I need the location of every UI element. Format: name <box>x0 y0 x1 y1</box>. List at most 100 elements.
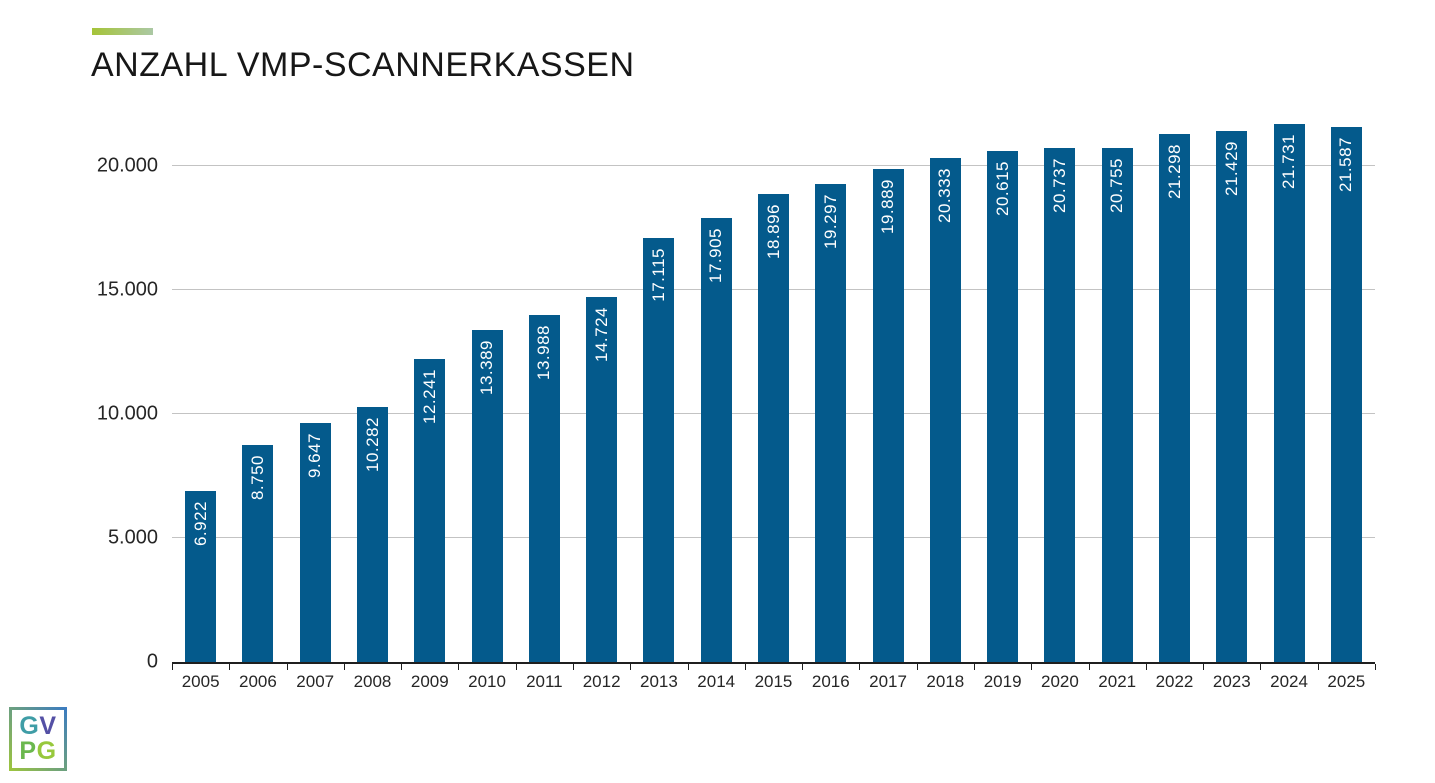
bar-value-label: 20.737 <box>1049 158 1069 214</box>
bar-2009: 12.241 <box>414 358 446 662</box>
bar-value-label: 9.647 <box>305 432 325 479</box>
x-axis-category-label: 2006 <box>239 672 277 691</box>
bar-value-label: 13.988 <box>534 325 554 381</box>
x-axis-tick <box>401 664 403 670</box>
bar-value-label: 19.297 <box>820 193 840 249</box>
bar-2014: 17.905 <box>700 218 732 662</box>
x-axis-category-label: 2005 <box>181 672 220 691</box>
x-axis-category-label: 2012 <box>582 672 621 691</box>
x-axis-category-label: 2020 <box>1041 672 1079 691</box>
x-axis-category-label: 2014 <box>697 672 736 691</box>
bar-value-label: 20.615 <box>992 161 1012 217</box>
x-axis-tick <box>1375 664 1376 670</box>
x-axis-tick <box>458 664 460 670</box>
bar-2011: 13.988 <box>528 315 560 662</box>
x-axis-tick <box>916 664 918 670</box>
x-axis-tick <box>744 664 746 670</box>
x-axis-category-label: 2023 <box>1212 672 1251 691</box>
gridline <box>172 165 1375 167</box>
bar-2012: 14.724 <box>586 297 618 662</box>
x-axis-category-label: 2009 <box>410 672 449 691</box>
x-axis-tick <box>172 664 173 670</box>
x-axis-labels: 2005 2006 2007 2008 2009 2010 2011 2012 2013 2014… <box>172 672 1375 696</box>
bar-value-label: 12.241 <box>419 368 439 424</box>
bar-value-label: 20.755 <box>1107 157 1127 213</box>
x-axis-tick <box>229 664 231 670</box>
x-axis-category-label: 2010 <box>468 672 506 691</box>
x-axis-tick <box>1088 664 1090 670</box>
x-axis-category-label: 2007 <box>296 672 335 691</box>
bar-2019: 20.615 <box>987 151 1019 662</box>
x-axis-tick <box>1317 664 1319 670</box>
y-axis-tick-label: 10.000 <box>96 402 158 425</box>
x-axis-tick <box>802 664 804 670</box>
x-axis-tick <box>974 664 975 670</box>
bar-2008: 10.282 <box>357 407 388 662</box>
bar-2025: 21.587 <box>1330 127 1362 662</box>
x-axis-category-label: 2025 <box>1327 672 1366 691</box>
title-accent-bar <box>92 28 153 35</box>
x-axis-tick <box>515 664 517 670</box>
x-axis-tick <box>286 664 288 670</box>
x-axis-tick <box>859 664 861 670</box>
y-axis-tick-label: 15.000 <box>96 278 158 301</box>
y-axis-tick-label: 20.000 <box>96 154 158 177</box>
bar-2020: 20.737 <box>1044 148 1076 662</box>
bar-2021: 20.755 <box>1101 147 1133 662</box>
x-axis-category-label: 2008 <box>353 672 392 691</box>
chart-title: ANZAHL VMP-SCANNERKASSEN <box>91 46 635 84</box>
x-axis-tick <box>630 664 632 670</box>
bar-2023: 21.429 <box>1216 131 1248 662</box>
x-axis-tick <box>1203 664 1205 670</box>
x-axis-category-label: 2022 <box>1155 672 1194 691</box>
bar-2022: 21.298 <box>1159 134 1190 662</box>
bar-2017: 19.889 <box>872 169 904 662</box>
bar-2005: 6.922 <box>185 490 217 662</box>
bar-value-label: 21.587 <box>1336 137 1356 193</box>
y-axis-labels: 0 5.000 10.000 15.000 20.000 <box>40 105 158 673</box>
x-axis-category-label: 2013 <box>640 672 678 691</box>
bar-2007: 9.647 <box>299 422 331 662</box>
bar-value-label: 20.333 <box>935 168 955 224</box>
bar-value-label: 17.115 <box>648 247 668 302</box>
bar-2024: 21.731 <box>1273 123 1305 662</box>
bar-value-label: 17.905 <box>706 228 726 284</box>
bar-2015: 18.896 <box>758 193 789 662</box>
x-axis-category-label: 2019 <box>983 672 1022 691</box>
x-axis-category-label: 2017 <box>869 672 907 691</box>
bar-value-label: 21.429 <box>1221 141 1241 197</box>
bar-2018: 20.333 <box>929 158 961 662</box>
logo-letter: V <box>39 712 57 740</box>
x-axis-category-label: 2018 <box>926 672 965 691</box>
x-axis-category-label: 2024 <box>1270 672 1308 691</box>
bar-value-label: 18.896 <box>763 203 783 259</box>
plot-area: 6.922 8.750 9.647 10.282 12.241 13.389 13.988 1… <box>172 105 1376 670</box>
x-axis-category-label: 2021 <box>1098 672 1137 691</box>
bar-2016: 19.297 <box>815 183 847 662</box>
x-axis-tick <box>343 664 345 670</box>
bar-value-label: 14.724 <box>591 307 611 363</box>
logo-letter: G <box>19 712 40 740</box>
bar-2013: 17.115 <box>643 237 675 662</box>
x-axis-category-label: 2015 <box>754 672 793 691</box>
bar-value-label: 13.389 <box>477 340 497 396</box>
logo-letter: P <box>19 737 37 765</box>
y-axis-tick-label: 5.000 <box>107 526 158 549</box>
bar-value-label: 10.282 <box>362 417 382 473</box>
x-axis-tick <box>573 664 574 670</box>
x-axis-tick <box>1031 664 1033 670</box>
bar-value-label: 21.298 <box>1164 144 1184 200</box>
x-axis-tick <box>1260 664 1262 670</box>
bar-value-label: 6.922 <box>190 500 210 546</box>
bar-2010: 13.389 <box>471 330 503 662</box>
bar-value-label: 8.750 <box>247 455 267 501</box>
bar-value-label: 19.889 <box>878 179 898 235</box>
y-axis-tick-label: 0 <box>146 650 158 673</box>
x-axis-category-label: 2011 <box>526 672 563 691</box>
bar-value-label: 21.731 <box>1279 133 1299 189</box>
x-axis-tick <box>687 664 689 670</box>
